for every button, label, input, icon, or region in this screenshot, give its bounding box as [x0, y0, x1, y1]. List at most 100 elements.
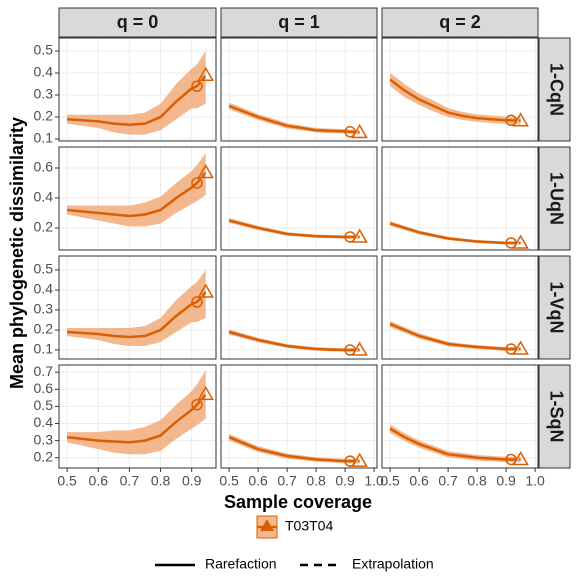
panel-border — [220, 37, 378, 142]
rarefaction-line — [67, 85, 198, 126]
x-tick-label: 0.8 — [151, 473, 171, 489]
extrapolation-line — [196, 171, 207, 184]
rarefaction-line — [389, 222, 512, 245]
extrapolated-point — [197, 66, 215, 81]
y-tick-label: 0.4 — [34, 281, 54, 297]
observed-point — [191, 296, 203, 308]
strip-label: q = 2 — [439, 12, 481, 32]
x-axis-title: Sample coverage — [224, 492, 372, 512]
rarefaction-line — [66, 182, 198, 218]
strip — [538, 37, 571, 142]
strip — [220, 7, 378, 38]
observed-point — [191, 80, 203, 92]
rarefaction-line — [228, 219, 351, 239]
x-tick-label: 0.7 — [438, 473, 458, 489]
y-tick-label: 0.1 — [34, 341, 54, 357]
rarefaction-line — [228, 436, 351, 463]
panel-border — [220, 255, 378, 360]
x-tick-label: 0.9 — [496, 473, 516, 489]
confidence-band — [67, 370, 206, 455]
extrapolation-line — [196, 393, 207, 406]
y-tick-label: 0.3 — [34, 86, 54, 102]
extrapolated-point — [351, 341, 368, 356]
panel-border — [58, 255, 217, 360]
y-tick-label: 0.3 — [34, 431, 54, 447]
strip — [538, 146, 571, 251]
rarefaction-line — [389, 78, 512, 122]
extrapolated-point — [351, 228, 368, 243]
extrapolated-point — [197, 283, 215, 298]
x-tick-label: 1.0 — [525, 473, 545, 489]
y-axis-title: Mean phylogenetic dissimilarity — [7, 117, 27, 389]
rarefaction-line — [228, 104, 351, 134]
strip-label: 1-VqN — [546, 281, 566, 333]
extrapolation-line — [196, 74, 207, 87]
legend-key-symbol — [260, 519, 274, 531]
panel-border — [381, 146, 539, 251]
extrapolation-line — [196, 291, 207, 303]
x-tick-label: 0.5 — [380, 473, 400, 489]
extrapolated-point — [351, 452, 368, 467]
extrapolated-point — [512, 450, 529, 466]
panel-border — [58, 364, 217, 469]
confidence-band — [67, 152, 206, 227]
x-tick-label: 0.9 — [335, 473, 355, 489]
legend-label: Extrapolation — [352, 556, 434, 572]
rarefaction-line — [389, 322, 512, 351]
panel-background — [382, 365, 538, 468]
panel-border — [381, 37, 539, 142]
y-tick-label: 0.2 — [34, 321, 54, 337]
y-tick-label: 0.7 — [34, 363, 54, 379]
panel-border — [220, 364, 378, 469]
y-tick-label: 0.4 — [34, 64, 54, 80]
x-tick-label: 0.8 — [467, 473, 487, 489]
extrapolated-point — [197, 385, 215, 401]
panel-background — [382, 147, 538, 250]
rarefaction-line — [67, 300, 198, 339]
panel-border — [58, 146, 217, 251]
panel-border — [58, 37, 217, 142]
legend-label: T03T04 — [285, 518, 333, 534]
x-tick-label: 0.7 — [120, 473, 140, 489]
strip — [538, 255, 571, 360]
extrapolated-point — [512, 234, 529, 249]
x-tick-label: 0.9 — [182, 473, 202, 489]
x-tick-label: 0.6 — [89, 473, 109, 489]
x-tick-label: 0.6 — [248, 473, 268, 489]
panel-background — [221, 147, 377, 250]
extrapolated-point — [351, 123, 368, 139]
extrapolated-point — [512, 340, 529, 355]
strip — [58, 7, 217, 38]
observed-point — [191, 398, 203, 411]
y-tick-label: 0.4 — [34, 414, 54, 430]
strip — [538, 364, 571, 469]
strip-label: 1-CqN — [546, 63, 566, 116]
strip-label: q = 1 — [278, 12, 320, 32]
extrapolated-point — [197, 163, 215, 179]
x-tick-label: 0.5 — [57, 473, 77, 489]
x-tick-label: 0.5 — [219, 473, 239, 489]
y-tick-label: 0.5 — [34, 397, 54, 413]
y-tick-label: 0.3 — [34, 301, 54, 317]
strip-label: q = 0 — [117, 12, 159, 32]
rarefaction-line — [389, 427, 512, 461]
x-tick-label: 0.6 — [409, 473, 429, 489]
rarefaction-line — [228, 330, 351, 352]
panel-border — [381, 255, 539, 360]
y-tick-label: 0.6 — [34, 380, 54, 396]
panel-border — [220, 146, 378, 251]
y-tick-label: 0.1 — [34, 130, 54, 146]
x-tick-label: 0.7 — [277, 473, 297, 489]
x-tick-label: 0.8 — [306, 473, 326, 489]
y-tick-label: 0.2 — [34, 448, 54, 464]
panel-background — [382, 256, 538, 359]
y-tick-label: 0.6 — [34, 159, 54, 175]
legend-label: Rarefaction — [205, 556, 277, 572]
strip — [381, 7, 539, 38]
y-tick-label: 0.5 — [34, 261, 54, 277]
confidence-band — [67, 270, 206, 346]
panel-background — [221, 365, 377, 468]
observed-point — [344, 126, 356, 138]
strip-label: 1-SqN — [546, 390, 566, 442]
